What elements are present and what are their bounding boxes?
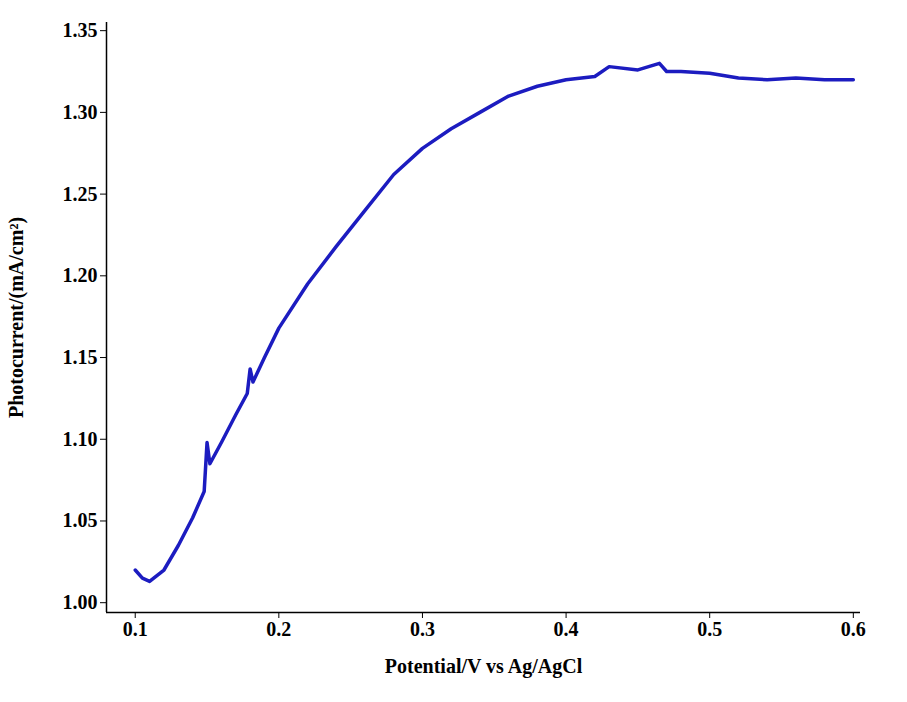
svg-text:1.25: 1.25	[63, 183, 98, 205]
svg-text:1.00: 1.00	[63, 591, 98, 613]
svg-text:0.1: 0.1	[123, 618, 148, 640]
svg-text:1.30: 1.30	[63, 101, 98, 123]
svg-text:0.2: 0.2	[266, 618, 291, 640]
svg-text:1.20: 1.20	[63, 264, 98, 286]
svg-text:Photocurrent/(mA/cm²): Photocurrent/(mA/cm²)	[5, 217, 28, 418]
svg-text:1.15: 1.15	[63, 346, 98, 368]
svg-text:Potential/V vs Ag/AgCl: Potential/V vs Ag/AgCl	[385, 655, 583, 678]
svg-text:0.5: 0.5	[697, 618, 722, 640]
svg-text:0.6: 0.6	[841, 618, 866, 640]
svg-text:0.4: 0.4	[554, 618, 579, 640]
svg-text:1.05: 1.05	[63, 509, 98, 531]
svg-text:0.3: 0.3	[410, 618, 435, 640]
svg-text:1.10: 1.10	[63, 428, 98, 450]
svg-text:1.35: 1.35	[63, 19, 98, 41]
